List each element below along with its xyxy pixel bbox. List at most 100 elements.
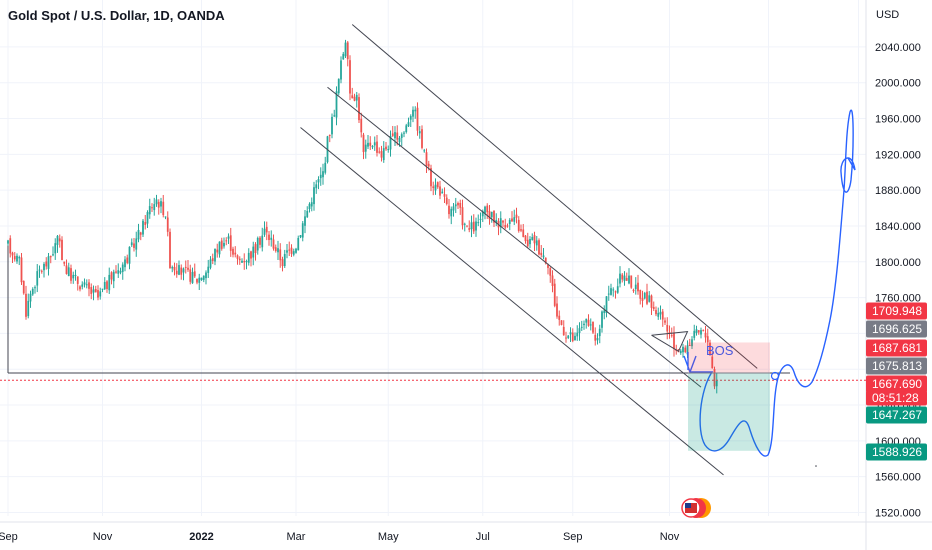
candle-body xyxy=(207,266,210,273)
candle-body xyxy=(133,243,135,248)
candle-body xyxy=(605,296,608,313)
candle-body xyxy=(173,266,176,271)
candle xyxy=(515,207,518,224)
candle-body xyxy=(315,184,318,189)
candle xyxy=(99,287,102,300)
candle-body xyxy=(371,145,374,148)
candle xyxy=(54,238,57,260)
candle xyxy=(385,142,387,151)
candle xyxy=(232,246,234,258)
candle xyxy=(407,117,410,128)
time-tick-label: Sep xyxy=(0,531,18,543)
candle xyxy=(27,293,30,319)
candle xyxy=(616,278,619,294)
candle-body xyxy=(252,246,255,258)
candle-body xyxy=(463,223,466,225)
candle xyxy=(236,254,239,265)
hand-drawn-projection xyxy=(689,109,856,457)
candle-body xyxy=(292,251,295,255)
candle-body xyxy=(502,220,504,223)
candle-body xyxy=(322,171,324,178)
candle xyxy=(56,234,59,253)
candle-body xyxy=(142,220,144,235)
candle-body xyxy=(97,290,99,298)
candle-body xyxy=(85,284,88,286)
candle-body xyxy=(162,201,165,216)
candle-body xyxy=(220,240,223,249)
candle-body xyxy=(103,282,106,290)
price-tag-label: 1696.625 xyxy=(872,322,922,336)
price-tick-label: 1520.000 xyxy=(875,507,921,519)
candle-body xyxy=(531,237,534,240)
candle-body xyxy=(355,95,358,101)
candle-body xyxy=(378,151,381,153)
candle xyxy=(535,236,538,251)
candle xyxy=(499,211,502,234)
candle xyxy=(209,256,212,270)
candle xyxy=(164,216,167,220)
candle-body xyxy=(679,350,682,354)
candle xyxy=(634,277,637,295)
candle xyxy=(238,256,241,265)
candle-body xyxy=(7,240,9,244)
candle-body xyxy=(556,303,558,317)
price-tag: 1687.681 xyxy=(866,339,927,357)
candle xyxy=(706,328,709,348)
candle xyxy=(542,247,545,260)
candle xyxy=(585,318,588,329)
candle xyxy=(628,268,630,285)
candle xyxy=(250,250,252,267)
candle xyxy=(331,113,333,139)
candle-body xyxy=(434,184,437,191)
candle-body xyxy=(351,95,354,99)
candle xyxy=(351,87,354,99)
candle xyxy=(655,306,657,317)
candle xyxy=(702,329,705,332)
candle xyxy=(416,102,419,136)
candle xyxy=(47,253,50,276)
candle-body xyxy=(641,298,644,301)
candle-body xyxy=(529,238,531,245)
short-position-tool xyxy=(688,342,770,451)
candle-body xyxy=(657,312,660,317)
candle-body xyxy=(493,210,495,223)
candle-body xyxy=(630,275,633,288)
candle-body xyxy=(216,249,219,253)
candle xyxy=(439,180,441,200)
candle-body xyxy=(272,239,275,249)
candle-body xyxy=(65,265,68,274)
candle xyxy=(94,285,97,293)
candle-body xyxy=(180,267,183,275)
candle xyxy=(580,320,583,331)
candle xyxy=(63,261,66,267)
candle xyxy=(124,256,126,272)
candle-body xyxy=(459,203,462,208)
candle-body xyxy=(389,136,392,150)
candle-body xyxy=(637,282,639,292)
candle-body xyxy=(29,293,32,302)
candle xyxy=(418,126,421,139)
candle-body xyxy=(567,335,570,339)
candle xyxy=(259,235,261,249)
candle xyxy=(178,260,180,276)
candle xyxy=(382,141,385,163)
candle-body xyxy=(288,249,291,251)
candle-body xyxy=(472,221,475,232)
channel-line xyxy=(327,86,702,388)
candle-body xyxy=(490,211,493,218)
candle-body xyxy=(256,237,259,251)
candle xyxy=(162,194,165,218)
candle xyxy=(223,237,225,249)
candle xyxy=(139,231,142,241)
candle-body xyxy=(423,150,426,152)
candle-body xyxy=(713,369,716,387)
candle xyxy=(142,218,144,237)
candle-body xyxy=(153,204,156,211)
candle xyxy=(52,246,54,257)
candle xyxy=(43,262,45,278)
candle xyxy=(189,264,192,285)
candle xyxy=(558,310,561,326)
candle xyxy=(115,265,117,274)
candle-body xyxy=(425,152,428,167)
